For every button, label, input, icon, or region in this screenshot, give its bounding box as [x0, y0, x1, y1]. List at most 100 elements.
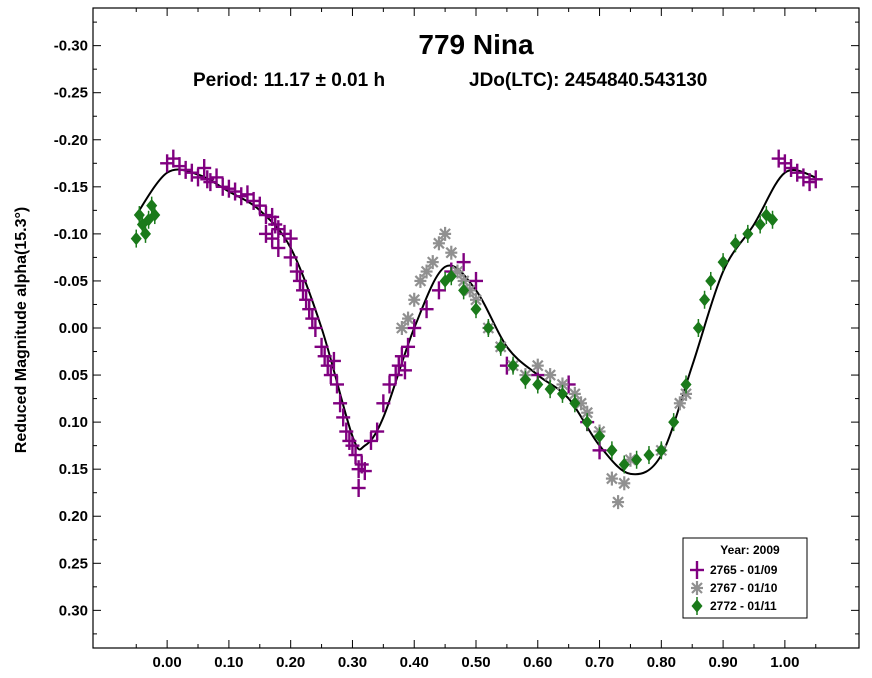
y-tick-label: -0.15 [54, 179, 88, 196]
data-point [296, 281, 311, 300]
data-point [292, 271, 307, 290]
data-point [519, 370, 531, 389]
data-point [655, 441, 667, 460]
data-point [336, 408, 351, 427]
y-axis-ticks: -0.30 -0.25 -0.20 -0.15 -0.10 -0.05 0.00 0.05 0.… [54, 21, 859, 635]
x-tick-label: 0.90 [708, 654, 737, 671]
data-point [766, 210, 779, 229]
data-point [445, 267, 457, 286]
data-point [209, 168, 224, 187]
legend-title: Year: 2009 [720, 543, 780, 557]
data-point [268, 215, 283, 234]
data-point [363, 431, 378, 450]
y-tick-label: 0.15 [59, 461, 88, 478]
data-point [470, 300, 482, 319]
x-tick-label: 0.30 [338, 654, 367, 671]
data-point [370, 422, 385, 441]
data-point [323, 366, 338, 385]
data-point [544, 368, 557, 383]
data-point [556, 384, 569, 403]
x-axis-ticks: 0.00 0.10 0.20 0.30 0.40 0.50 0.60 0.70 0.80 0.90… [135, 8, 817, 671]
data-point [184, 163, 199, 182]
data-point [265, 229, 280, 248]
data-point [394, 347, 409, 366]
data-point [618, 455, 630, 474]
data-point [172, 157, 187, 176]
data-point [203, 173, 218, 192]
data-point [771, 149, 786, 168]
y-tick-label: -0.10 [54, 226, 88, 243]
data-point [673, 396, 686, 411]
data-point [283, 229, 298, 248]
y-tick-label: 0.10 [59, 414, 88, 431]
data-point [215, 177, 230, 196]
chart-period: Period: 11.17 ± 0.01 h [193, 70, 385, 91]
data-point [507, 356, 519, 375]
y-tick-label: 0.30 [59, 602, 88, 619]
legend-box [682, 537, 808, 619]
data-point [643, 446, 655, 465]
data-point [618, 476, 631, 491]
data-point [317, 347, 332, 366]
data-point [692, 319, 704, 337]
data-point [808, 170, 823, 189]
data-point [668, 413, 680, 432]
data-point [456, 253, 471, 272]
series-2 [130, 196, 779, 474]
data-point [624, 452, 637, 467]
data-point [729, 234, 741, 253]
data-point [605, 471, 618, 486]
data-point [432, 236, 445, 251]
x-tick-label: 0.00 [153, 654, 182, 671]
data-point [754, 215, 766, 234]
legend-label: 2767 - 01/10 [710, 581, 778, 595]
y-axis-label: Reduced Magnitude alpha(15.3°) [13, 207, 30, 453]
data-point [802, 173, 817, 192]
data-point [402, 311, 415, 326]
data-point [397, 361, 412, 380]
data-point [351, 460, 366, 479]
data-point [408, 292, 421, 307]
data-point [197, 159, 212, 177]
data-point [246, 191, 261, 210]
data-point [784, 159, 799, 177]
data-point [277, 224, 292, 243]
data-point [160, 154, 175, 173]
data-point [265, 207, 280, 226]
data-point [388, 366, 403, 385]
x-tick-label: 1.00 [770, 654, 799, 671]
data-point [342, 431, 357, 450]
data-point [345, 436, 360, 455]
data-point [391, 356, 406, 375]
x-tick-label: 0.60 [523, 654, 552, 671]
data-point [221, 179, 236, 198]
legend-label: 2765 - 01/09 [710, 563, 778, 577]
legend-label: 2772 - 01/11 [710, 599, 777, 613]
data-point [532, 375, 544, 394]
data-point [426, 255, 439, 270]
data-point [357, 462, 372, 481]
data-point [351, 479, 366, 497]
data-point [178, 160, 193, 179]
data-point [469, 271, 483, 290]
data-point [139, 224, 152, 243]
data-point [330, 375, 345, 394]
x-tick-label: 0.10 [214, 654, 243, 671]
data-point [407, 319, 422, 337]
data-point [445, 245, 458, 260]
data-point [333, 394, 348, 413]
x-tick-label: 0.70 [585, 654, 614, 671]
chart-epoch: JDo(LTC): 2454840.543130 [469, 70, 707, 91]
series-layer [130, 149, 823, 510]
data-point [431, 281, 446, 300]
y-tick-label: 0.25 [59, 555, 88, 572]
data-point [302, 300, 317, 319]
data-point [166, 149, 181, 168]
data-point [414, 273, 427, 288]
data-point [717, 253, 729, 272]
data-point [271, 220, 286, 239]
y-tick-label: -0.20 [54, 132, 88, 149]
data-point [594, 427, 606, 446]
data-point [495, 337, 507, 356]
data-point [326, 351, 341, 370]
